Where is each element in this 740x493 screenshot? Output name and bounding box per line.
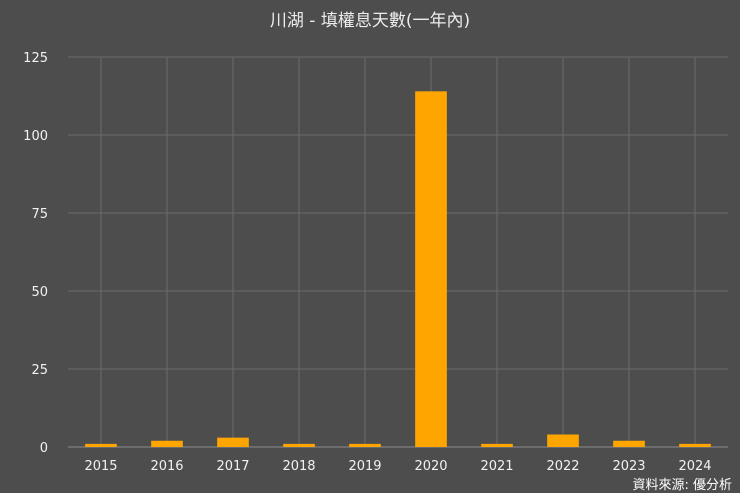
bar-2021 <box>481 443 513 447</box>
bar-2023 <box>613 440 645 447</box>
bar-2016 <box>151 440 183 447</box>
x-tick-label: 2021 <box>480 459 513 474</box>
x-tick-label: 2024 <box>678 459 711 474</box>
y-tick-label: 125 <box>23 51 48 66</box>
x-tick-label: 2023 <box>612 459 645 474</box>
bar-2020 <box>415 91 447 447</box>
x-tick-label: 2016 <box>150 459 183 474</box>
y-tick-label: 50 <box>31 285 48 300</box>
bar-2024 <box>679 443 711 447</box>
bar-2017 <box>217 437 249 447</box>
tick-layer: 0 25 50 75 100 125 2015 2016 2017 2018 2019 2020 202… <box>23 51 711 474</box>
x-tick-label: 2020 <box>414 459 447 474</box>
x-tick-label: 2022 <box>546 459 579 474</box>
chart-title: 川湖 - 填權息天數(一年內) <box>270 11 470 31</box>
y-tick-label: 25 <box>31 363 48 378</box>
x-tick-label: 2019 <box>348 459 381 474</box>
bar-2018 <box>283 443 315 447</box>
x-tick-label: 2018 <box>282 459 315 474</box>
bar-layer <box>85 91 711 447</box>
grid-layer <box>68 56 728 448</box>
y-tick-label: 100 <box>23 129 48 144</box>
y-tick-label: 75 <box>31 207 48 222</box>
bar-2022 <box>547 434 579 447</box>
bar-2019 <box>349 443 381 447</box>
x-tick-label: 2017 <box>216 459 249 474</box>
bar-2015 <box>85 443 117 447</box>
y-tick-label: 0 <box>40 441 48 456</box>
source-credit: 資料來源: 優分析 <box>632 478 732 493</box>
x-tick-label: 2015 <box>84 459 117 474</box>
